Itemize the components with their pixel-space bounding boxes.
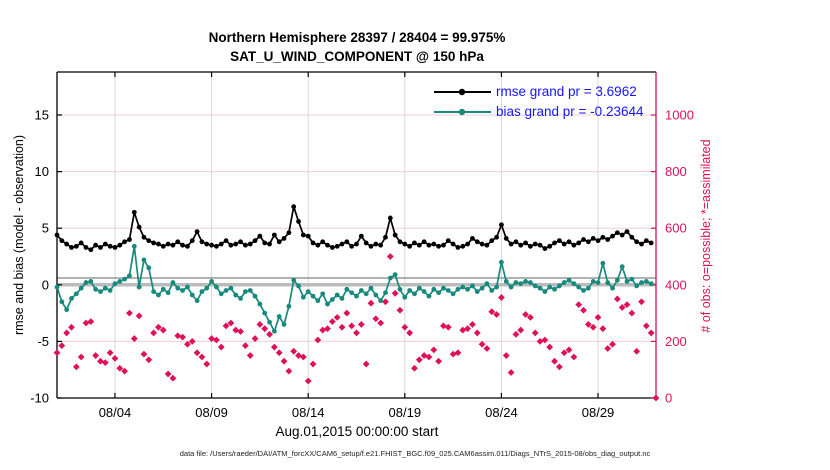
- chart-title-line1: Northern Hemisphere 28397 / 28404 = 99.9…: [208, 30, 506, 45]
- svg-text:-10: -10: [30, 391, 49, 406]
- chart-title-line2: SAT_U_WIND_COMPONENT @ 150 hPa: [230, 49, 484, 64]
- svg-text:200: 200: [665, 334, 687, 349]
- svg-text:400: 400: [665, 277, 687, 292]
- svg-text:10: 10: [35, 164, 49, 179]
- plot-box-spines: [56, 71, 657, 399]
- data-file-note: data file: /Users/raeder/DAI/ATM_forcXX/…: [179, 449, 651, 458]
- x-axis-label: Aug.01,2015 00:00:00 start: [275, 424, 439, 439]
- svg-text:08/04: 08/04: [99, 405, 132, 420]
- svg-text:1000: 1000: [665, 108, 694, 123]
- vertical-gridlines: [114, 72, 599, 398]
- svg-text:08/24: 08/24: [485, 405, 518, 420]
- svg-text:08/19: 08/19: [389, 405, 422, 420]
- axis-tick-labels: 08/04 08/09 08/14 08/19 08/24 08/29 -10 -5 0 5 10 1…: [30, 108, 694, 420]
- horizontal-gridlines: [57, 114, 656, 342]
- zero-reference-lines: [57, 277, 656, 287]
- legend-swatches: [434, 88, 491, 116]
- svg-text:5: 5: [42, 221, 49, 236]
- svg-text:600: 600: [665, 221, 687, 236]
- obs_assimilated-series: [53, 253, 660, 402]
- svg-text:0: 0: [665, 391, 672, 406]
- svg-text:-5: -5: [37, 334, 49, 349]
- axis-tick-marks: [57, 72, 656, 399]
- right-y-axis-label: # of obs: o=possible; *=assimilated: [699, 139, 713, 333]
- svg-text:08/29: 08/29: [582, 405, 615, 420]
- rmse-series: [54, 204, 654, 253]
- svg-text:800: 800: [665, 164, 687, 179]
- bias-series: [54, 243, 654, 334]
- legend-label-bias: bias grand pr = -0.23644: [496, 104, 644, 119]
- legend-label-rmse: rmse grand pr = 3.6962: [496, 84, 637, 99]
- svg-text:15: 15: [35, 108, 49, 123]
- svg-text:0: 0: [42, 277, 49, 292]
- svg-text:08/14: 08/14: [292, 405, 325, 420]
- left-y-axis-label: rmse and bias (model - observation): [12, 134, 26, 336]
- svg-text:08/09: 08/09: [195, 405, 228, 420]
